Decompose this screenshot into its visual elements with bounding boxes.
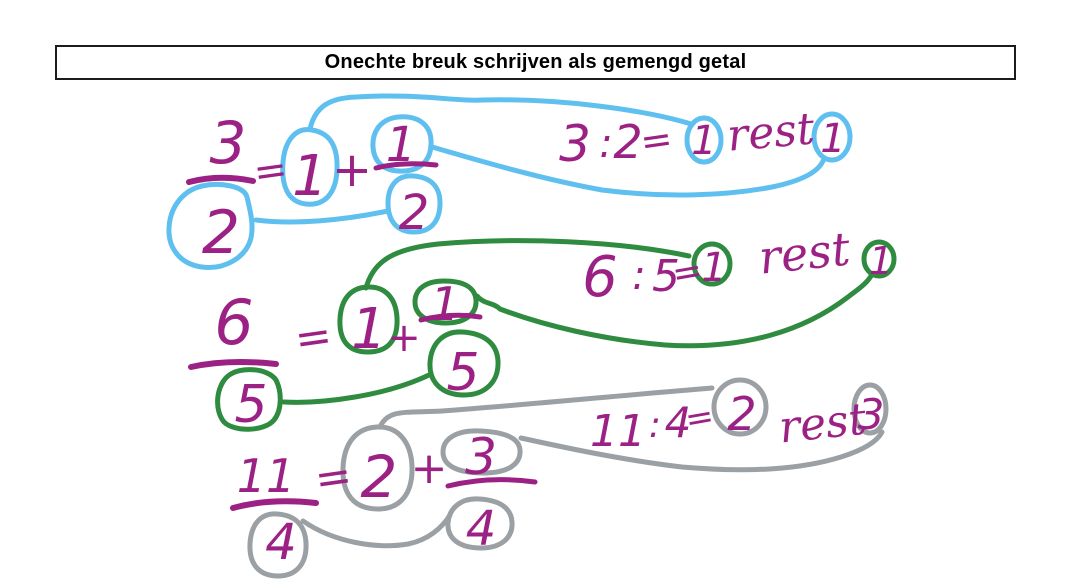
row1-part-fraction-bar xyxy=(373,161,439,171)
row3-part-numerator-text: 3 xyxy=(465,428,497,486)
row3-part-denominator-text: 4 xyxy=(466,501,497,557)
row3-annotations xyxy=(247,377,889,579)
row3-division-dividend: 11 xyxy=(590,406,646,457)
row3-division-equals: = xyxy=(682,396,717,440)
row1-remainder-circle xyxy=(811,111,853,163)
row1-whole-to-quotient-connector xyxy=(307,93,694,132)
row2-denominator-text: 5 xyxy=(234,375,267,435)
row2-numerator-to-remainder-connector xyxy=(474,271,875,349)
row2-whole-text: 1 xyxy=(351,297,387,362)
row3-fraction-bar xyxy=(230,498,319,511)
row3-equals-text: = xyxy=(312,450,356,506)
row1-division-divisor: 2 xyxy=(613,115,642,169)
row2-part-denominator-circle xyxy=(427,329,501,398)
row1-division-colon: : xyxy=(599,121,612,167)
row2-equals-text: = xyxy=(292,310,336,366)
row2-rest-word: rest xyxy=(756,221,853,284)
row2-division-equals: = xyxy=(669,250,706,296)
row2-remainder-circle xyxy=(861,239,897,279)
row2-division-dividend: 6 xyxy=(582,245,618,310)
row1-denominator-blob xyxy=(166,181,255,270)
row2-division-quotient: 1 xyxy=(701,245,726,291)
row3-remainder-circle xyxy=(851,382,889,436)
row2-part-denominator-text: 5 xyxy=(446,343,479,403)
row1-annotations xyxy=(166,93,853,270)
row1-ink-text: 3 2 = 1 + 1 2 3 : 2 = 1 rest 1 xyxy=(202,103,846,268)
row3-division-remainder: 3 xyxy=(858,390,885,439)
row2-plus-text: + xyxy=(387,315,421,361)
row2-quotient-circle xyxy=(691,241,733,287)
row3-numerator-to-remainder-connector xyxy=(518,429,885,473)
row3-whole-to-quotient-connector xyxy=(377,385,715,430)
row1-numerator-text: 3 xyxy=(210,109,247,177)
row2-fraction-bar xyxy=(188,359,279,370)
row1-division-remainder: 1 xyxy=(820,116,845,162)
row2-part-fraction-bar xyxy=(418,312,483,323)
row1-equals-text: = xyxy=(251,146,291,196)
row2-ink-text: 6 5 = 1 + 1 5 6 : 5 = 1 rest 1 xyxy=(214,221,893,435)
row1-part-denominator-text: 2 xyxy=(399,185,430,241)
row1-part-denominator-circle xyxy=(385,173,443,235)
row2-whole-circle xyxy=(337,284,400,355)
row3-part-numerator-circle xyxy=(440,428,523,476)
row1-division-quotient: 1 xyxy=(691,118,716,164)
row3-whole-text: 2 xyxy=(361,443,398,511)
row3-whole-circle xyxy=(340,424,415,512)
page-title: Onechte breuk schrijven als gemengd geta… xyxy=(324,51,747,73)
row2-annotations xyxy=(215,238,897,432)
row2-denominator-blob xyxy=(215,367,283,432)
row1-division-dividend: 3 xyxy=(559,115,591,173)
row2-division-remainder: 1 xyxy=(869,239,893,283)
row1-whole-circle xyxy=(280,127,340,207)
row3-denominator-blob xyxy=(247,511,309,579)
row2-whole-to-quotient-connector xyxy=(363,238,692,291)
row1-ink-strokes xyxy=(186,161,439,185)
row3-denominator-text: 4 xyxy=(265,513,297,571)
row1-whole-text: 1 xyxy=(292,144,328,209)
row1-denominator-connector xyxy=(253,208,391,225)
row3-division-quotient: 2 xyxy=(727,387,756,441)
row1-fraction-bar xyxy=(186,174,256,185)
row1-denominator-text: 2 xyxy=(202,198,240,268)
row3-division-colon: : xyxy=(649,405,661,446)
row3-numerator-text: 11 xyxy=(237,449,296,503)
row3-rest-word: rest xyxy=(776,394,869,454)
row2-part-numerator-circle xyxy=(412,278,479,326)
row2-division-colon: : xyxy=(632,253,645,299)
row2-division-divisor: 5 xyxy=(652,251,680,302)
row1-rest-word: rest xyxy=(725,103,817,161)
row3-quotient-circle xyxy=(711,377,769,437)
row3-part-fraction-bar xyxy=(445,477,538,489)
row3-part-denominator-circle xyxy=(445,496,515,551)
row2-part-numerator-text: 1 xyxy=(430,277,459,331)
row3-denominator-connector xyxy=(300,512,453,549)
row2-ink-strokes xyxy=(188,312,483,370)
title-box: Onechte breuk schrijven als gemengd geta… xyxy=(55,45,1016,80)
row1-part-numerator-circle xyxy=(370,114,434,174)
row3-plus-text: + xyxy=(411,443,448,494)
row1-plus-text: + xyxy=(332,142,372,198)
row3-division-divisor: 4 xyxy=(665,398,692,447)
row1-part-numerator-text: 1 xyxy=(386,117,417,173)
row3-ink-text: 11 4 = 2 + 3 4 11 : 4 = 2 rest 3 xyxy=(237,387,885,571)
row1-numerator-to-remainder-connector xyxy=(429,144,826,198)
row3-ink-strokes xyxy=(230,477,538,511)
row1-division-equals: = xyxy=(637,116,675,164)
row2-numerator-text: 6 xyxy=(214,286,253,359)
row1-quotient-circle xyxy=(684,115,724,165)
row2-denominator-connector xyxy=(281,372,432,405)
